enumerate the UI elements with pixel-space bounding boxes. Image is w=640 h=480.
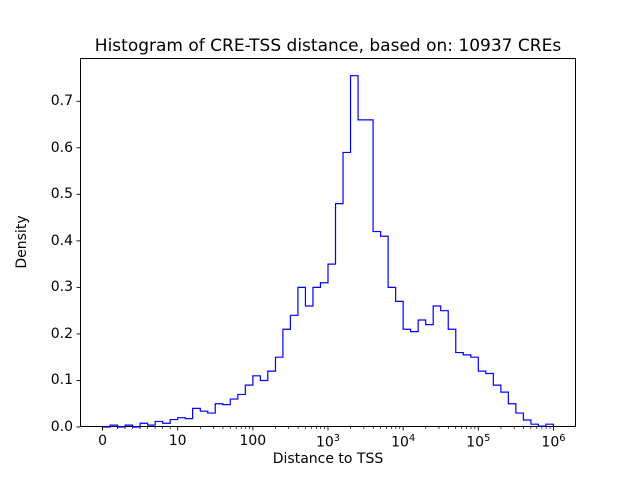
histogram-step-line: [102, 75, 555, 428]
plot-area: [76, 58, 576, 431]
x-tick-exponent: 4: [408, 433, 416, 444]
x-tick-label: 104: [373, 433, 433, 451]
y-tick-label: 0.5: [50, 186, 73, 203]
x-tick-label: 100: [239, 433, 267, 449]
y-axis-label: Density: [14, 215, 30, 269]
x-tick-label: 105: [448, 433, 508, 451]
x-tick-base: 10: [391, 434, 409, 451]
y-tick-label: 0.2: [50, 325, 73, 342]
x-tick-exponent: 3: [333, 433, 341, 444]
x-tick-label: 10: [168, 433, 187, 449]
y-tick-label: 0.6: [50, 139, 73, 156]
y-tick-label: 0.3: [50, 279, 73, 296]
x-tick-exponent: 6: [559, 433, 566, 444]
x-tick-label: 0: [98, 433, 107, 449]
x-tick-base: 10: [541, 434, 560, 451]
x-tick-base: 10: [315, 434, 334, 451]
y-tick-label: 0.4: [50, 232, 73, 249]
x-axis-label: Distance to TSS: [272, 451, 384, 467]
y-tick-label: 0.0: [50, 419, 73, 435]
chart-title: Histogram of CRE-TSS distance, based on:…: [94, 36, 562, 56]
x-tick-base: 10: [466, 434, 485, 451]
y-tick-label: 0.1: [50, 372, 73, 389]
x-tick-label: 103: [298, 433, 358, 451]
y-tick-label: 0.7: [50, 93, 73, 110]
axes-spines: [80, 58, 576, 427]
x-tick-exponent: 5: [484, 433, 491, 444]
x-tick-label: 106: [523, 433, 583, 451]
